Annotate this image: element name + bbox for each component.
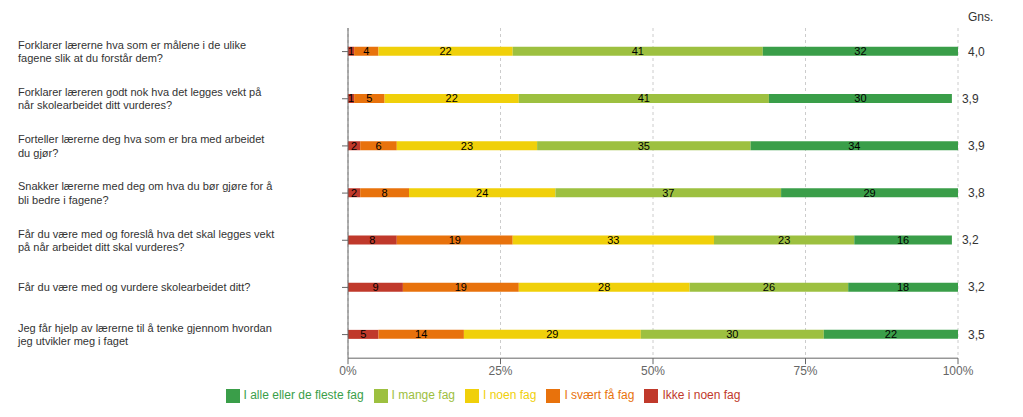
svg-text:24: 24 <box>476 187 488 199</box>
svg-text:2: 2 <box>351 187 357 199</box>
svg-text:16: 16 <box>897 234 909 246</box>
html-text:Ikke i noen fag: Ikke i noen fag <box>662 388 741 403</box>
svg-text:33: 33 <box>607 234 619 246</box>
svg-text:26: 26 <box>763 281 775 293</box>
svg-text:34: 34 <box>848 140 860 152</box>
svg-text:1: 1 <box>348 92 354 104</box>
svg-text:0%: 0% <box>339 364 357 378</box>
svg-text:37: 37 <box>662 187 674 199</box>
html-text:I mange fag: I mange fag <box>391 388 455 403</box>
svg-text:19: 19 <box>455 281 467 293</box>
svg-text:2: 2 <box>351 140 357 152</box>
html-text:I svært få fag: I svært få fag <box>564 388 635 403</box>
svg-text:28: 28 <box>598 281 610 293</box>
svg-text:Snakker lærerne med deg om hva: Snakker lærerne med deg om hva du bør gj… <box>18 180 273 205</box>
svg-text:Forteller lærerne deg hva som: Forteller lærerne deg hva som er bra med… <box>18 133 264 158</box>
svg-text:22: 22 <box>885 328 897 340</box>
html-text:I alle eller de fleste fag: I alle eller de fleste fag <box>243 388 364 403</box>
svg-text:3,8: 3,8 <box>968 186 985 200</box>
svg-text:29: 29 <box>546 328 558 340</box>
svg-text:4: 4 <box>363 45 369 57</box>
svg-text:22: 22 <box>446 92 458 104</box>
svg-text:8: 8 <box>382 187 388 199</box>
svg-text:25%: 25% <box>488 364 512 378</box>
svg-text:Får du være med og vurdere sko: Får du være med og vurdere skolearbeidet… <box>18 281 250 293</box>
svg-text:5: 5 <box>366 92 372 104</box>
svg-text:35: 35 <box>638 140 650 152</box>
svg-text:32: 32 <box>854 45 866 57</box>
svg-text:8: 8 <box>369 234 375 246</box>
svg-text:18: 18 <box>897 281 909 293</box>
svg-text:6: 6 <box>375 140 381 152</box>
svg-text:50%: 50% <box>641 364 665 378</box>
svg-text:41: 41 <box>638 92 650 104</box>
svg-text:Forklarer lærerne hva som er m: Forklarer lærerne hva som er målene i de… <box>18 39 246 64</box>
svg-text:1: 1 <box>348 45 354 57</box>
svg-text:30: 30 <box>726 328 738 340</box>
svg-text:22: 22 <box>439 45 451 57</box>
svg-text:3,9: 3,9 <box>968 139 985 153</box>
html-text:Gns.: Gns. <box>968 10 994 24</box>
svg-text:3,2: 3,2 <box>962 233 979 247</box>
svg-text:75%: 75% <box>793 364 817 378</box>
svg-text:3,2: 3,2 <box>968 280 985 294</box>
svg-text:Får du være med og foreslå hva: Får du være med og foreslå hva det skal … <box>18 228 274 253</box>
svg-text:Forklarer læreren godt nok hva: Forklarer læreren godt nok hva det legge… <box>18 86 262 111</box>
svg-text:4,0: 4,0 <box>968 45 985 59</box>
svg-text:19: 19 <box>449 234 461 246</box>
svg-text:9: 9 <box>372 281 378 293</box>
svg-text:41: 41 <box>632 45 644 57</box>
svg-text:100%: 100% <box>943 364 974 378</box>
svg-text:23: 23 <box>461 140 473 152</box>
svg-text:Jeg får hjelp av lærerne til å: Jeg får hjelp av lærerne til å tenke gje… <box>17 322 272 347</box>
html-text:I noen fag: I noen fag <box>483 388 537 403</box>
svg-text:14: 14 <box>415 328 427 340</box>
svg-text:3,5: 3,5 <box>968 328 985 342</box>
svg-text:30: 30 <box>854 92 866 104</box>
svg-text:3,9: 3,9 <box>962 92 979 106</box>
svg-text:5: 5 <box>360 328 366 340</box>
svg-text:23: 23 <box>778 234 790 246</box>
svg-text:29: 29 <box>863 187 875 199</box>
